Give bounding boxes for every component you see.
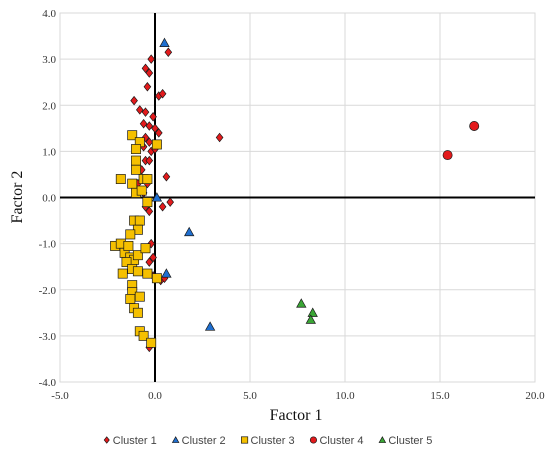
cluster-1-point bbox=[145, 137, 154, 147]
cluster-3-point bbox=[127, 178, 138, 189]
cluster-1-point bbox=[145, 68, 154, 78]
x-axis-title: Factor 1 bbox=[270, 407, 323, 424]
cluster-5-point bbox=[307, 307, 318, 317]
cluster-3-point bbox=[142, 197, 153, 208]
legend-label-cluster-1: Cluster 1 bbox=[113, 435, 157, 447]
cluster-3-point bbox=[134, 291, 145, 302]
cluster-1-point bbox=[130, 95, 138, 106]
legend-marker-cluster-4 bbox=[309, 436, 318, 444]
legend-label-cluster-5: Cluster 5 bbox=[388, 435, 432, 447]
x-tick-label: 5.0 bbox=[243, 390, 257, 402]
cluster-2-point bbox=[161, 268, 172, 278]
x-tick-label: 10.0 bbox=[335, 390, 355, 402]
cluster-3-point bbox=[125, 229, 136, 240]
cluster-5-point bbox=[296, 298, 307, 308]
cluster-1-point bbox=[147, 54, 156, 64]
cluster-1-point bbox=[145, 206, 154, 217]
y-tick-label: 1.0 bbox=[42, 146, 56, 158]
cluster-3-point bbox=[131, 155, 141, 166]
cluster-3-point bbox=[121, 257, 132, 268]
cluster-3-point bbox=[132, 307, 143, 318]
cluster-3-point bbox=[138, 330, 149, 341]
cluster-1-point bbox=[141, 63, 150, 74]
cluster-2-point bbox=[159, 37, 170, 48]
x-tick-label: 0.0 bbox=[148, 390, 162, 402]
y-axis-title: Factor 2 bbox=[9, 171, 26, 224]
cluster-3-point bbox=[151, 139, 162, 150]
cluster-3-point bbox=[134, 215, 145, 226]
cluster-1-point bbox=[158, 201, 167, 212]
y-tick-label: 4.0 bbox=[42, 8, 56, 20]
cluster-3-point bbox=[131, 144, 141, 155]
legend-marker-cluster-1 bbox=[103, 436, 110, 444]
y-tick-label: -4.0 bbox=[39, 377, 57, 389]
cluster-1-point bbox=[147, 238, 156, 249]
y-tick-label: -1.0 bbox=[39, 239, 57, 251]
legend-marker-cluster-2 bbox=[171, 436, 180, 443]
cluster-4-point bbox=[469, 121, 480, 131]
legend-marker-cluster-5 bbox=[378, 436, 387, 443]
cluster-1-point bbox=[154, 128, 163, 138]
legend-label-cluster-2: Cluster 2 bbox=[182, 435, 226, 447]
cluster-1-point bbox=[143, 82, 152, 92]
x-tick-label: 20.0 bbox=[525, 390, 545, 402]
cluster-3-point bbox=[142, 174, 153, 184]
cluster-3-point bbox=[132, 266, 143, 277]
cluster-1-point bbox=[139, 118, 148, 129]
y-tick-label: 3.0 bbox=[42, 54, 56, 66]
cluster-3-point bbox=[131, 164, 141, 175]
cluster-3-point bbox=[151, 273, 162, 284]
cluster-3-point bbox=[132, 250, 143, 261]
x-tick-label: -5.0 bbox=[51, 390, 69, 402]
cluster-3-point bbox=[115, 174, 126, 184]
legend-label-cluster-4: Cluster 4 bbox=[319, 435, 363, 447]
cluster-1-point bbox=[158, 88, 167, 99]
cluster-1-point bbox=[164, 47, 173, 57]
cluster-3-point bbox=[127, 130, 138, 141]
y-tick-label: 2.0 bbox=[42, 100, 56, 112]
cluster-1-point bbox=[166, 197, 175, 207]
cluster-1-point bbox=[149, 252, 157, 263]
cluster-3-point bbox=[136, 185, 147, 196]
cluster-3-point bbox=[146, 337, 157, 348]
cluster-3-point bbox=[125, 294, 136, 304]
cluster-1-point bbox=[215, 132, 224, 143]
legend-label-cluster-3: Cluster 3 bbox=[251, 435, 295, 447]
cluster-1-point bbox=[151, 123, 159, 134]
cluster-1-point bbox=[145, 121, 154, 131]
cluster-2-point bbox=[204, 321, 216, 331]
cluster-2-point bbox=[184, 226, 195, 237]
cluster-3-point bbox=[117, 268, 128, 279]
data-points bbox=[110, 37, 480, 353]
legend: Cluster 1 Cluster 2 Cluster 3 Cluster 4 Clus… bbox=[103, 435, 432, 447]
legend-marker-cluster-3 bbox=[241, 436, 249, 444]
cluster-5-point bbox=[305, 314, 316, 324]
cluster-1-point bbox=[145, 155, 154, 166]
y-tick-label: -3.0 bbox=[39, 331, 57, 343]
tick-labels: -5.0 0.0 5.0 10.0 15.0 20.0 -4.0 -3.0 -2.0 -1.0 0.… bbox=[39, 8, 546, 402]
cluster-3-point bbox=[123, 240, 134, 251]
y-tick-label: -2.0 bbox=[39, 285, 57, 297]
cluster-1-point bbox=[145, 257, 154, 267]
x-tick-label: 15.0 bbox=[430, 390, 450, 402]
cluster-1-point bbox=[141, 107, 150, 117]
cluster-1-point bbox=[162, 171, 171, 182]
cluster-3-point bbox=[140, 243, 151, 254]
cluster-1-point bbox=[149, 112, 157, 122]
cluster-4-point bbox=[442, 150, 453, 161]
cluster-2-point bbox=[151, 192, 163, 202]
y-tick-label: 0.0 bbox=[42, 193, 56, 205]
cluster-1-point bbox=[135, 105, 144, 115]
cluster-3-point bbox=[142, 268, 153, 279]
